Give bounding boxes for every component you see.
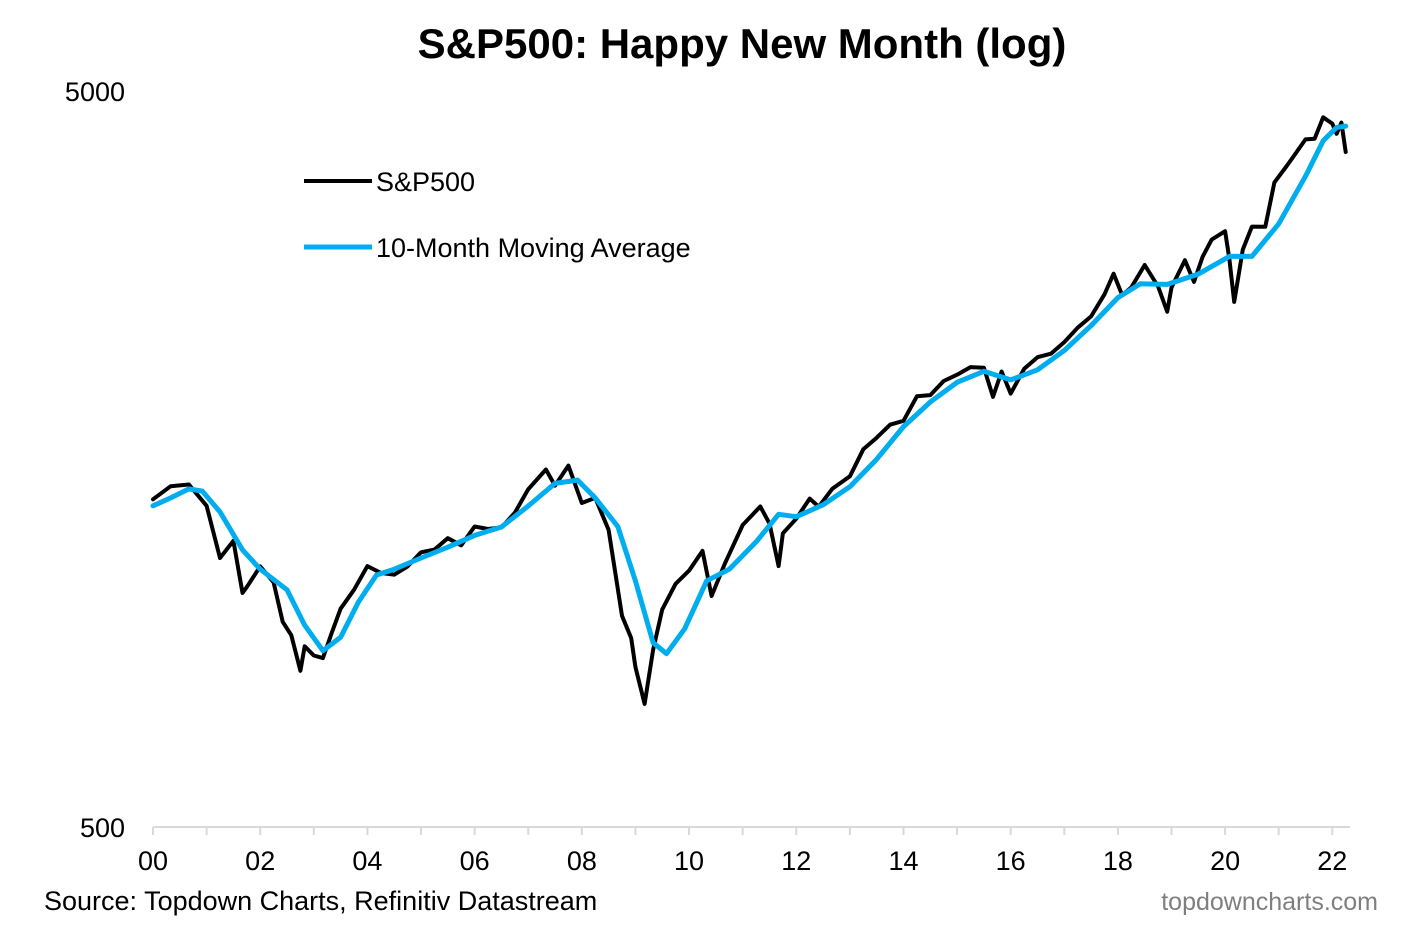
legend-label-sp500: S&P500 <box>376 167 475 197</box>
series-moving-average-line <box>150 123 1349 657</box>
brand-watermark: topdowncharts.com <box>1161 888 1378 916</box>
legend: S&P500 10-Month Moving Average <box>304 167 691 263</box>
x-tick-label: 22 <box>1317 846 1347 876</box>
series-layer <box>150 115 1349 706</box>
x-tick-label: 12 <box>781 846 811 876</box>
x-tick-label: 14 <box>888 846 918 876</box>
x-tick-label: 06 <box>460 846 490 876</box>
chart-title: S&P500: Happy New Month (log) <box>418 20 1067 67</box>
x-tick-label: 10 <box>674 846 704 876</box>
legend-label-moving-average: 10-Month Moving Average <box>376 233 691 263</box>
source-note: Source: Topdown Charts, Refinitiv Datast… <box>44 886 597 916</box>
x-axis: 00 02 04 06 08 10 12 14 16 18 20 22 <box>138 826 1350 876</box>
x-tick-label: 02 <box>245 846 275 876</box>
x-tick-label: 08 <box>567 846 597 876</box>
x-tick-label: 04 <box>352 846 382 876</box>
series-sp500-line <box>151 115 1348 706</box>
y-tick-label: 500 <box>80 813 125 843</box>
y-tick-label: 5000 <box>65 77 125 107</box>
y-axis: 5000 500 <box>65 77 125 843</box>
x-tick-label: 18 <box>1103 846 1133 876</box>
x-tick-label: 00 <box>138 846 168 876</box>
x-tick-label: 16 <box>996 846 1026 876</box>
x-tick-label: 20 <box>1210 846 1240 876</box>
